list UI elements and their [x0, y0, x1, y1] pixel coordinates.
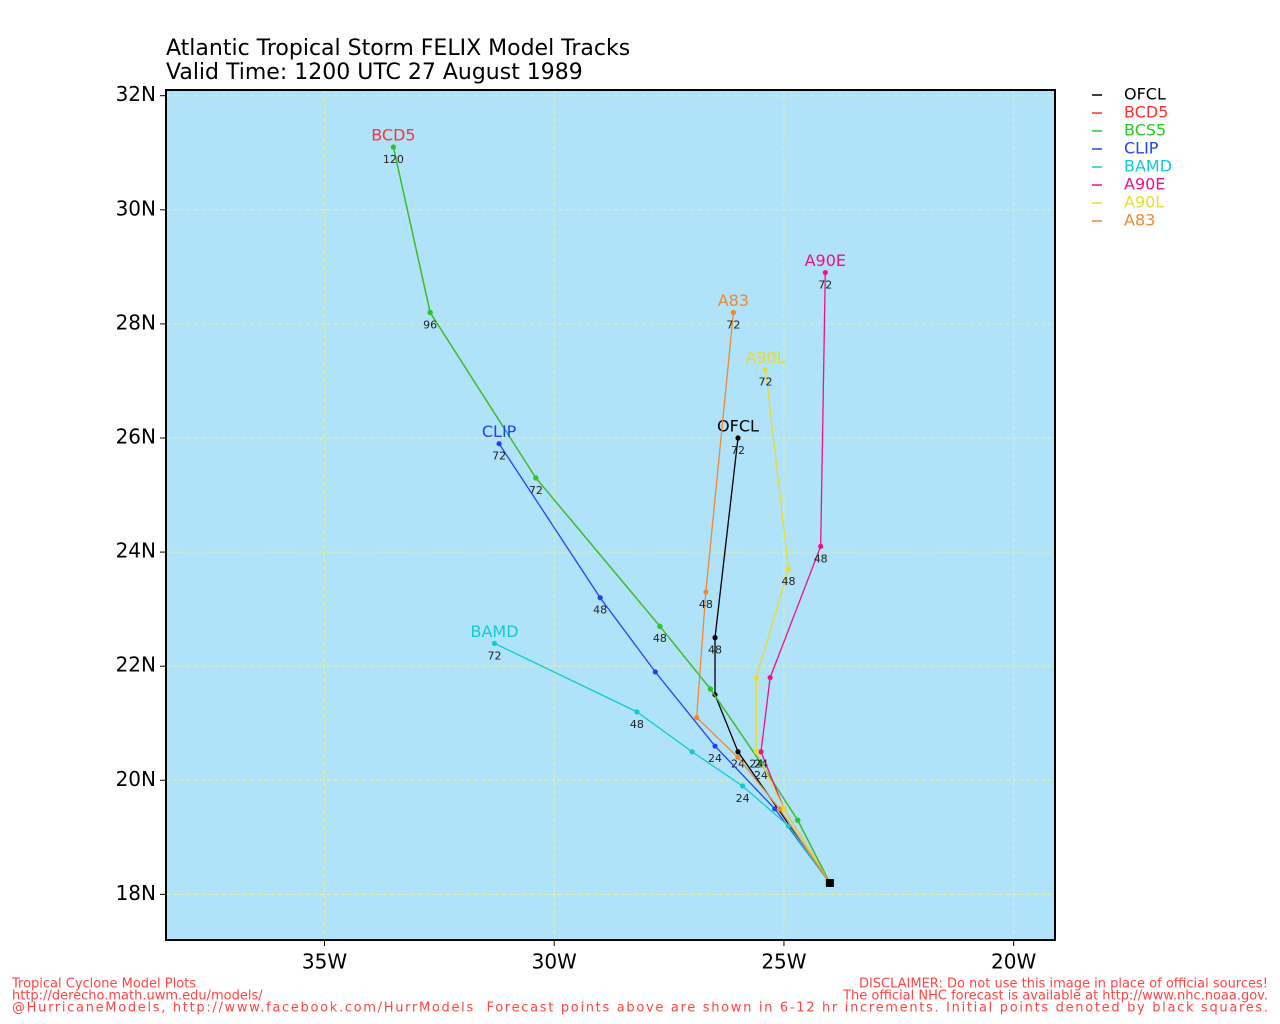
y-tick-label: 18N — [116, 881, 156, 905]
plot-frame — [165, 89, 1056, 941]
y-tick-label: 28N — [116, 310, 156, 334]
track-point — [753, 674, 759, 681]
hour-label: 48 — [814, 552, 828, 565]
track-point — [491, 640, 498, 646]
track-point — [739, 783, 746, 789]
legend-label: A83 — [1124, 211, 1155, 230]
y-tick-label: 32N — [116, 82, 156, 106]
track-line — [695, 312, 831, 884]
hour-label: 24 — [708, 752, 722, 765]
track-point — [781, 806, 787, 812]
hour-label: 72 — [492, 450, 506, 463]
track-point — [795, 817, 801, 823]
track-label: CLIP — [482, 422, 517, 441]
track-point — [753, 749, 759, 755]
hour-label: 24 — [736, 792, 750, 805]
footer-left: Tropical Cyclone Model Plots — [11, 977, 196, 992]
hour-label: 72 — [487, 649, 501, 662]
hour-label: 72 — [818, 279, 832, 292]
hour-label: 96 — [423, 318, 437, 331]
track-point — [735, 749, 741, 755]
track-point — [689, 749, 695, 755]
hour-label: 48 — [699, 598, 713, 611]
legend-label: BCD5 — [1124, 103, 1168, 122]
track-point — [634, 709, 640, 715]
hour-label: 48 — [653, 632, 667, 645]
track-line — [494, 642, 831, 884]
track-point — [762, 366, 769, 373]
x-tick-label: 30W — [532, 950, 577, 974]
hour-label: 48 — [782, 575, 796, 588]
hour-label: 48 — [593, 604, 607, 617]
chart-subtitle: Valid Time: 1200 UTC 27 August 1989 — [166, 60, 583, 85]
chart-title: Atlantic Tropical Storm FELIX Model Trac… — [166, 36, 630, 61]
track-line — [755, 369, 831, 884]
legend-label: BCS5 — [1124, 121, 1166, 140]
track-point — [707, 686, 714, 692]
footer-bottom: @HurricaneModels, http://www.facebook.co… — [12, 1001, 1268, 1016]
track-point — [427, 309, 433, 316]
track-label: A83 — [718, 291, 749, 310]
hour-label: 48 — [630, 718, 644, 731]
track-point — [735, 435, 741, 441]
track-label: OFCL — [717, 416, 759, 435]
legend-label: BAMD — [1124, 157, 1172, 176]
x-tick-label: 20W — [991, 950, 1036, 974]
track-point — [703, 589, 709, 595]
track-point — [533, 475, 539, 481]
footer-right: The official NHC forecast is available a… — [842, 989, 1268, 1004]
legend-label: CLIP — [1124, 139, 1159, 158]
hour-label: 72 — [529, 484, 543, 497]
track-point — [730, 309, 736, 316]
hour-label: 48 — [708, 644, 722, 657]
y-tick-label: 22N — [116, 653, 156, 677]
track-point — [822, 269, 828, 276]
track-point — [390, 144, 397, 150]
hour-label: 72 — [726, 318, 740, 331]
hour-label: 120 — [383, 153, 404, 166]
hour-label: 72 — [759, 376, 773, 389]
plot-area — [166, 90, 1055, 940]
track-point — [772, 806, 778, 812]
initial-point — [825, 878, 834, 887]
footer-right: DISCLAIMER: Do not use this image in pla… — [859, 977, 1268, 992]
track-point — [694, 714, 700, 721]
hour-label: 24 — [754, 769, 768, 782]
x-tick-label: 25W — [761, 950, 806, 974]
track-label: A90L — [745, 348, 785, 367]
track-point — [818, 543, 824, 549]
track-point — [712, 743, 718, 749]
y-tick-label: 24N — [116, 539, 156, 563]
x-tick-label: 35W — [302, 950, 347, 974]
track-point — [785, 566, 792, 572]
track-point — [496, 441, 502, 447]
hour-label: 24 — [749, 758, 763, 771]
legend-label: OFCL — [1124, 85, 1166, 104]
track-point — [652, 669, 658, 675]
track-point — [735, 754, 741, 761]
track-line — [392, 146, 831, 884]
track-point — [758, 749, 764, 755]
hour-label: 72 — [731, 444, 745, 457]
y-tick-label: 20N — [116, 767, 156, 791]
track-label: A90E — [805, 251, 846, 270]
track-point — [597, 595, 603, 601]
legend-label: A90L — [1124, 193, 1164, 212]
legend-label: A90E — [1124, 175, 1165, 194]
footer-left: http://derecho.math.uwm.edu/models/ — [12, 989, 263, 1004]
track-label: BAMD — [470, 622, 518, 641]
track-point — [776, 806, 782, 812]
track-point — [657, 623, 663, 629]
y-tick-label: 26N — [116, 424, 156, 448]
y-tick-label: 30N — [116, 196, 156, 220]
track-point — [712, 635, 718, 641]
track-point — [767, 674, 773, 681]
track-label: BCD5 — [371, 126, 415, 145]
